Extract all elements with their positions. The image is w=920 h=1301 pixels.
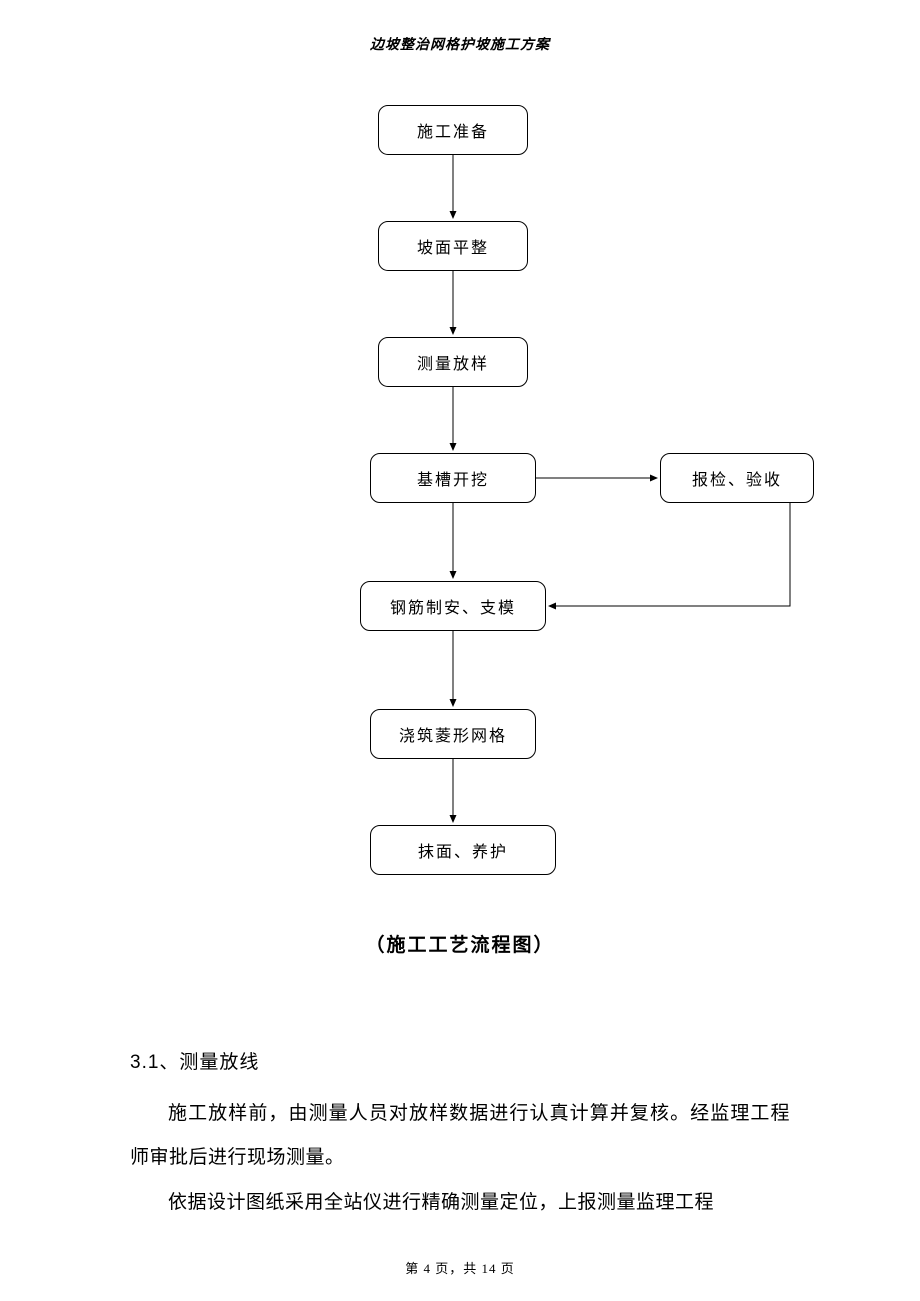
flow-node-level: 坡面平整 xyxy=(378,221,528,271)
section-heading: 3.1、测量放线 xyxy=(130,1047,259,1074)
page-footer: 第 4 页，共 14 页 xyxy=(0,1258,920,1277)
flow-node-rebar: 钢筋制安、支模 xyxy=(360,581,546,631)
flow-node-excavate: 基槽开挖 xyxy=(370,453,536,503)
flow-node-pour: 浇筑菱形网格 xyxy=(370,709,536,759)
flowchart-container: 施工准备 坡面平整 测量放样 基槽开挖 报检、验收 钢筋制安、支模 浇筑菱形网格… xyxy=(0,105,920,885)
flow-node-survey: 测量放样 xyxy=(378,337,528,387)
paragraph-1: 施工放样前，由测量人员对放样数据进行认真计算并复核。经监理工程师审批后进行现场测… xyxy=(130,1092,790,1179)
flow-node-finish: 抹面、养护 xyxy=(370,825,556,875)
paragraph-2: 依据设计图纸采用全站仪进行精确测量定位，上报测量监理工程 xyxy=(130,1181,790,1225)
flow-node-inspect: 报检、验收 xyxy=(660,453,814,503)
page-header: 边坡整治网格护坡施工方案 xyxy=(0,34,920,54)
flow-node-prep: 施工准备 xyxy=(378,105,528,155)
flowchart-caption: （施工工艺流程图） xyxy=(0,930,920,957)
